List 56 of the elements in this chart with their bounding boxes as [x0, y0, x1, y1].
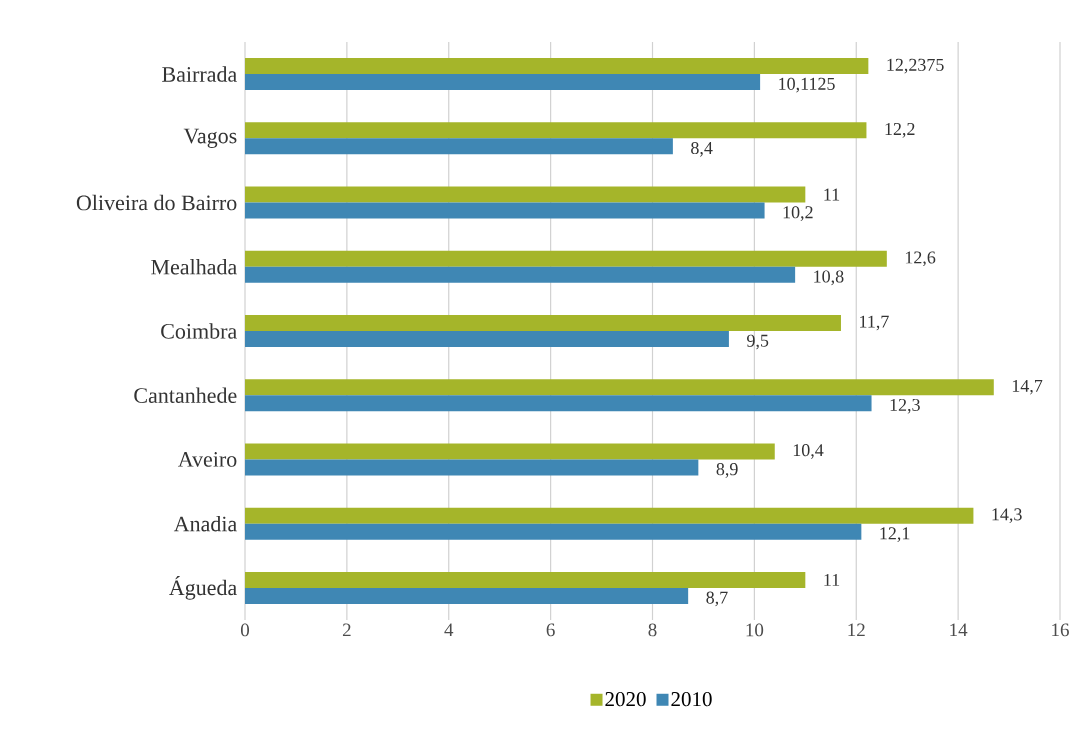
data-label: 11: [824, 573, 840, 586]
y-tick-label: Aveiro: [177, 452, 237, 467]
x-tick-label: 10: [746, 623, 764, 637]
bar: [245, 459, 699, 476]
bar: [245, 138, 673, 155]
x-tick-label: 6: [546, 623, 555, 637]
bar: [245, 395, 872, 412]
bar: [245, 58, 869, 75]
data-label: 11,7: [860, 315, 889, 331]
data-label: 8,4: [691, 141, 713, 157]
data-label: 12,6: [905, 251, 936, 267]
y-tick-label: Mealhada: [151, 259, 237, 275]
data-label: 12,2375: [887, 58, 944, 74]
data-label: 8,9: [716, 463, 738, 478]
x-tick-label: 16: [1052, 623, 1069, 637]
y-tick-label: Coimbra: [161, 323, 237, 339]
data-label: 9,5: [747, 334, 769, 350]
bar: [245, 74, 761, 91]
bar: [245, 250, 887, 267]
x-tick-label: 8: [648, 623, 657, 637]
data-label: 14,7: [1012, 379, 1043, 395]
data-label: 12,1: [880, 527, 910, 543]
bar: [245, 266, 796, 283]
y-tick-label: Anadia: [173, 515, 237, 532]
bar: [245, 443, 775, 460]
bar: [245, 315, 841, 331]
bar: [245, 379, 994, 396]
data-label: 10,2: [783, 206, 813, 221]
y-tick-label: Cantanhede: [134, 387, 237, 403]
bar: [245, 186, 806, 203]
legend-label: 2010: [671, 692, 712, 707]
y-tick-label: Vagos: [183, 128, 237, 148]
legend-label: 2020: [605, 692, 646, 707]
bar: [245, 507, 974, 524]
data-label: 11: [824, 188, 840, 201]
data-label: 14,3: [992, 508, 1022, 524]
x-tick-label: 0: [240, 623, 250, 637]
data-label: 12,2: [885, 122, 915, 138]
data-label: 10,1125: [779, 77, 835, 93]
x-tick-label: 4: [444, 623, 454, 637]
y-tick-label: Bairrada: [162, 66, 237, 82]
bar: [245, 523, 862, 540]
x-tick-label: 2: [342, 623, 351, 637]
y-tick-label: Oliveira do Bairro: [76, 194, 237, 211]
y-tick-label: Águeda: [169, 576, 237, 600]
bar: [245, 202, 765, 219]
x-tick-label: 12: [848, 623, 865, 637]
bar: [245, 571, 806, 588]
data-label: 10,8: [814, 270, 844, 286]
data-label: 12,3: [890, 398, 920, 414]
bar: [245, 331, 729, 347]
bar: [245, 587, 689, 604]
x-tick-label: 14: [950, 623, 968, 637]
data-label: 10,4: [793, 444, 824, 459]
bar: [245, 122, 867, 139]
data-label: 8,7: [706, 591, 728, 607]
